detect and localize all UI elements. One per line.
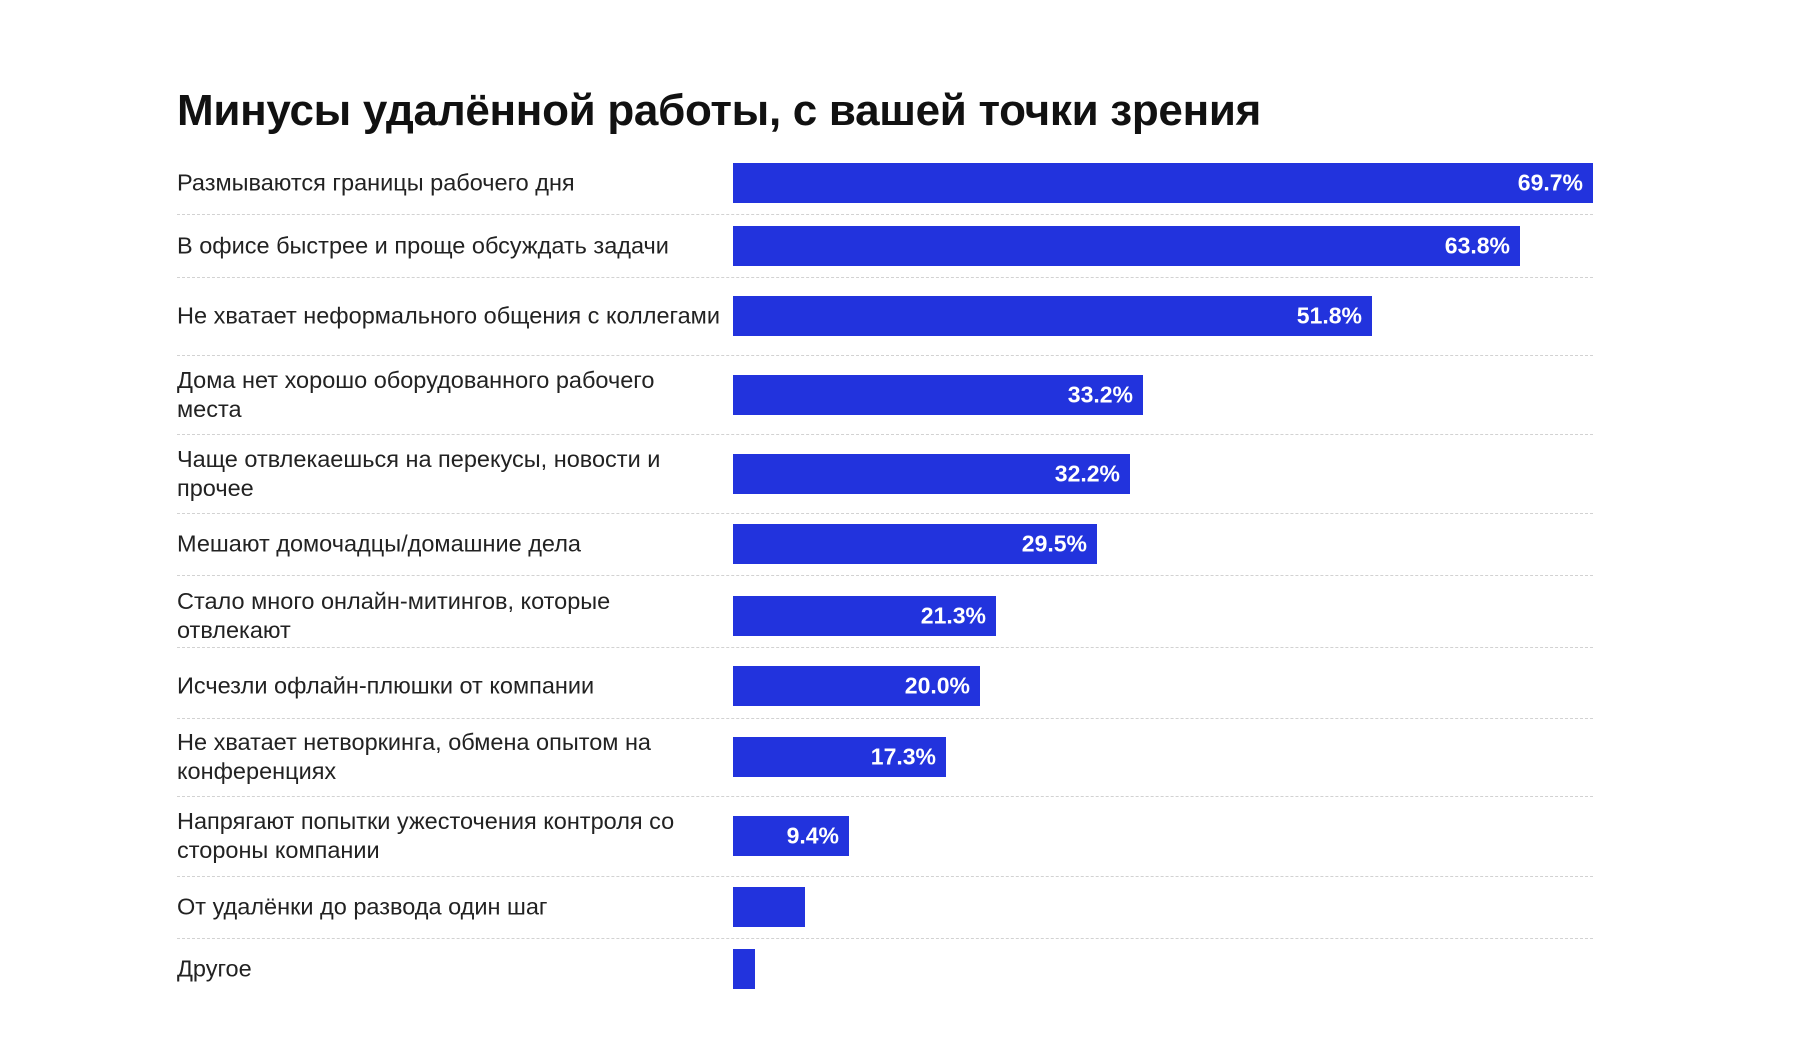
row-divider [177, 718, 1593, 719]
bar-value-label: 63.8% [1444, 232, 1510, 259]
row-divider [177, 355, 1593, 356]
bar: 17.3% [733, 737, 946, 777]
bar: 21.3% [733, 596, 996, 636]
row-divider [177, 277, 1593, 278]
bar: 69.7% [733, 163, 1593, 203]
category-label: От удалёнки до развода один шаг [177, 893, 548, 920]
bar: 33.2% [733, 375, 1143, 415]
category-label: Мешают домочадцы/домашние дела [177, 530, 581, 557]
category-label: Другое [177, 955, 252, 982]
bar-value-label: 33.2% [1067, 381, 1133, 408]
bar-value-label: 69.7% [1517, 169, 1583, 196]
row-divider [177, 214, 1593, 215]
row-divider [177, 513, 1593, 514]
bar: 32.2% [733, 454, 1130, 494]
category-label: Размываются границы рабочего дня [177, 169, 575, 196]
category-label: Чаще отвлекаешься на перекусы, новости и… [177, 446, 661, 501]
bar: 29.5% [733, 524, 1097, 564]
category-label: Напрягают попытки ужесточения контроля с… [177, 808, 675, 863]
bar-value-label: 17.3% [870, 743, 936, 770]
row-divider [177, 796, 1593, 797]
category-label: Стало много онлайн-митингов, которые отв… [177, 588, 611, 643]
bar [733, 949, 755, 989]
bar: 51.8% [733, 296, 1372, 336]
bar: 63.8% [733, 226, 1520, 266]
category-label: Не хватает неформального общения с колле… [177, 302, 720, 329]
bar-value-label: 20.0% [904, 672, 970, 699]
category-label: В офисе быстрее и проще обсуждать задачи [177, 232, 669, 259]
category-label: Не хватает нетворкинга, обмена опытом на… [177, 729, 652, 784]
chart-title: Минусы удалённой работы, с вашей точки з… [177, 86, 1261, 135]
row-divider [177, 876, 1593, 877]
row-divider [177, 575, 1593, 576]
bar-value-label: 29.5% [1021, 530, 1087, 557]
bar [733, 887, 805, 927]
bar-value-label: 21.3% [920, 602, 986, 629]
bar: 9.4% [733, 816, 849, 856]
row-divider [177, 938, 1593, 939]
category-label: Исчезли офлайн-плюшки от компании [177, 672, 595, 699]
bar-value-label: 9.4% [786, 822, 839, 849]
bar-value-label: 32.2% [1054, 460, 1120, 487]
bar-value-label: 51.8% [1296, 302, 1362, 329]
row-divider [177, 434, 1593, 435]
bar: 20.0% [733, 666, 980, 706]
category-label: Дома нет хорошо оборудованного рабочего … [177, 367, 655, 422]
row-divider [177, 647, 1593, 648]
